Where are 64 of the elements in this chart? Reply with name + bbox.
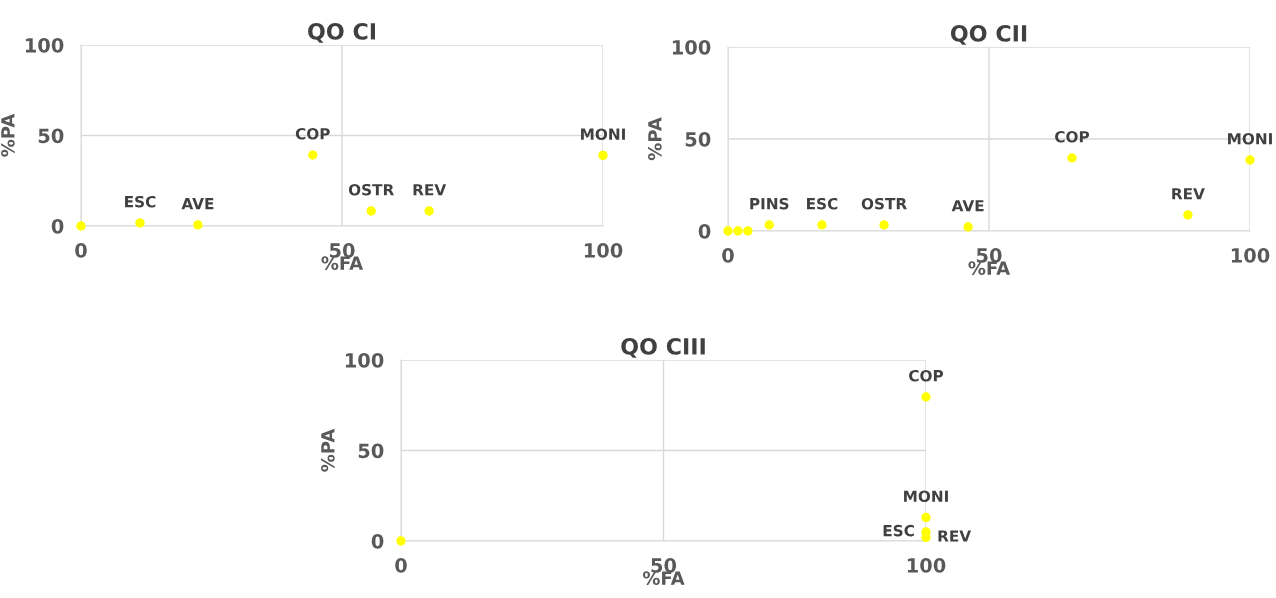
- y-tick-label: 50: [358, 443, 384, 459]
- point: [598, 150, 608, 161]
- y-tick-label: 50: [685, 131, 711, 147]
- x-tick-label: 50: [329, 243, 355, 258]
- point: [1183, 210, 1193, 220]
- y-tick-label: 100: [345, 352, 384, 368]
- x-tick-label: 0: [722, 248, 734, 263]
- x-tick-label: 100: [584, 243, 623, 258]
- point: [743, 226, 753, 236]
- point: [424, 206, 434, 216]
- point: [1245, 155, 1255, 165]
- annotation: COP: [295, 128, 330, 140]
- annotation: PINS: [750, 197, 789, 210]
- point: [921, 512, 931, 523]
- chart-title: QO CII: [950, 24, 1027, 45]
- x-axis-title: %FA: [968, 261, 1011, 275]
- y-tick-label: 100: [25, 37, 64, 53]
- annotation: OSTR: [348, 183, 395, 196]
- annotation: ESC: [883, 524, 914, 537]
- x-tick-label: 0: [75, 243, 87, 258]
- annotation: COP: [909, 369, 944, 382]
- annotation: AVE: [181, 198, 214, 210]
- point: [1067, 153, 1077, 163]
- y-tick-label: 0: [371, 533, 384, 549]
- point: [963, 222, 973, 232]
- y-axis-title: %PA: [321, 428, 335, 472]
- annotation: COP: [1055, 130, 1090, 143]
- point: [135, 218, 145, 228]
- annotation: MONI: [904, 490, 948, 503]
- x-tick-label: 0: [395, 558, 407, 573]
- annotation: REV: [413, 184, 447, 196]
- point: [308, 150, 318, 160]
- y-axis-title: %PA: [648, 117, 662, 161]
- y-tick-label: 50: [38, 128, 64, 144]
- annotation: ESC: [807, 197, 838, 210]
- y-tick-label: 100: [672, 39, 711, 55]
- annotation: REV: [1172, 188, 1205, 200]
- point: [396, 536, 406, 546]
- x-tick-label: 50: [976, 248, 1002, 263]
- x-tick-label: 100: [907, 558, 946, 573]
- x-axis-title: %FA: [321, 256, 364, 270]
- point: [817, 220, 827, 230]
- y-tick-label: 0: [51, 218, 64, 234]
- annotation: OSTR: [861, 197, 907, 210]
- annotation: MONI: [1228, 132, 1272, 145]
- annotation: ESC: [125, 195, 156, 208]
- point: [764, 220, 774, 230]
- point: [366, 206, 376, 216]
- point: [76, 221, 86, 231]
- x-tick-label: 50: [651, 558, 677, 573]
- chart-title: QO CI: [308, 22, 375, 43]
- x-axis-title: %FA: [642, 571, 685, 585]
- y-axis-title: %PA: [1, 113, 15, 157]
- chart-title: QO CIII: [621, 337, 705, 358]
- annotation: MONI: [581, 128, 625, 140]
- annotation: AVE: [951, 200, 984, 212]
- point: [733, 226, 743, 236]
- point: [193, 220, 203, 230]
- x-tick-label: 100: [1231, 248, 1270, 263]
- point: [879, 220, 889, 230]
- y-tick-label: 0: [698, 223, 711, 239]
- point: [921, 392, 931, 402]
- point: [723, 226, 733, 236]
- annotation: REV: [938, 530, 972, 542]
